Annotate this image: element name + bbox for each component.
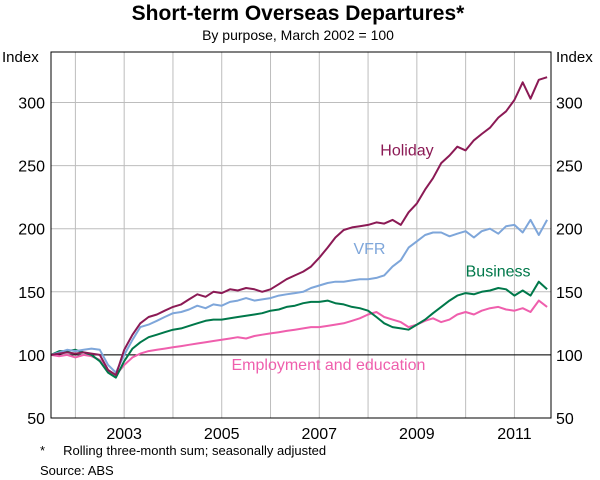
series-lines bbox=[50, 76, 548, 379]
footnote: * Rolling three-month sum; seasonally ad… bbox=[40, 443, 326, 458]
series-line-vfr bbox=[50, 218, 548, 374]
chart-subtitle: By purpose, March 2002 = 100 bbox=[202, 27, 394, 43]
x-tick-label: 2005 bbox=[204, 426, 240, 443]
series-label-holiday: Holiday bbox=[380, 142, 433, 159]
y-tick-label-left: 100 bbox=[18, 348, 45, 365]
x-tick-label: 2007 bbox=[301, 426, 337, 443]
series-line-holiday bbox=[50, 76, 548, 377]
y-tick-label-right: 150 bbox=[556, 285, 583, 302]
y-unit-right: Index bbox=[556, 49, 593, 66]
y-tick-label-right: 100 bbox=[556, 348, 583, 365]
x-tick-label: 2003 bbox=[106, 426, 142, 443]
tick-labels: 50 50 100 100 150 150 200 200 250 250 300 300 2003 20… bbox=[18, 95, 583, 443]
y-tick-label-right: 300 bbox=[556, 95, 583, 112]
series-label-vfr: VFR bbox=[353, 241, 385, 258]
y-tick-label-right: 50 bbox=[556, 411, 574, 428]
y-tick-label-right: 250 bbox=[556, 159, 583, 176]
y-tick-label-left: 150 bbox=[18, 285, 45, 302]
x-tick-label: 2011 bbox=[497, 426, 532, 443]
source-note: Source: ABS bbox=[40, 463, 114, 478]
series-labels: Holiday VFR Business Employment and educati… bbox=[231, 142, 530, 374]
series-label-business: Business bbox=[466, 264, 531, 281]
y-tick-label-left: 300 bbox=[18, 95, 45, 112]
series-label-employment-and-education: Employment and education bbox=[231, 357, 425, 374]
plot-frame bbox=[50, 51, 552, 419]
y-tick-label-left: 250 bbox=[18, 159, 45, 176]
chart-title: Short-term Overseas Departures* bbox=[132, 2, 465, 25]
y-tick-label-left: 50 bbox=[27, 411, 45, 428]
y-tick-label-right: 200 bbox=[556, 222, 583, 239]
series-line-business bbox=[50, 280, 548, 379]
y-tick-label-left: 200 bbox=[18, 222, 45, 239]
series-line-employment-and-education bbox=[50, 299, 548, 377]
x-tick-label: 2009 bbox=[399, 426, 435, 443]
gridlines bbox=[51, 52, 551, 418]
y-unit-left: Index bbox=[2, 49, 39, 66]
